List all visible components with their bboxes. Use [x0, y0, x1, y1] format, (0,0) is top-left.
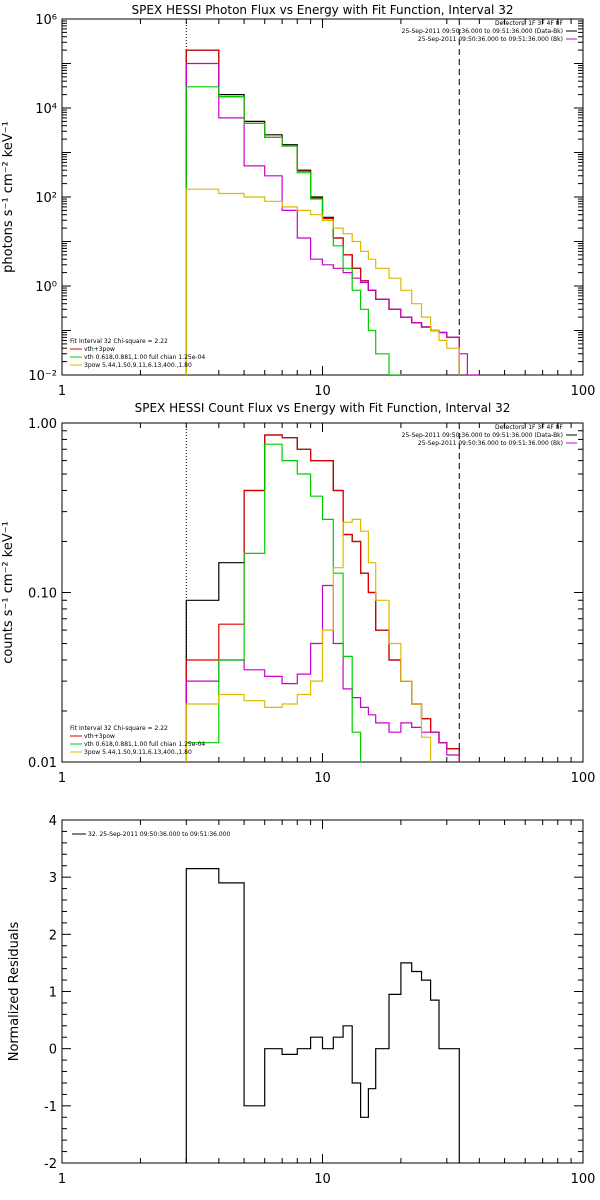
legend-bottom-left: Fit Interval 32 Chi-square = 2.22vth+3po… — [70, 725, 205, 756]
chart-panel-3: Normalized Residuals 1 10 100 -2 -1 0 1 2 3 4 32. 2… — [7, 814, 596, 1187]
x-tick-label: 100 — [571, 384, 596, 399]
y-tick-label: 1.00 — [28, 417, 57, 432]
series-5-line — [185, 518, 432, 762]
plot-area — [185, 49, 480, 375]
y-tick-label: 2 — [49, 928, 57, 943]
chart-panel-2: SPEX HESSI Count Flux vs Energy with Fit… — [1, 401, 596, 786]
y-tick-label: 10⁶ — [35, 13, 57, 28]
plot-area — [185, 434, 460, 762]
series-5-line — [185, 188, 460, 375]
legend-entry: 32. 25-Sep-2011 09:50:36.000 to 09:51:36… — [88, 831, 231, 838]
legend-entry: vth 0.618,0.881,1.00 full chian 1.25e-04 — [84, 354, 205, 361]
legend-entry: vth+3pow — [84, 346, 115, 353]
y-tick-label: 10² — [35, 191, 57, 206]
y-tick-label: 4 — [49, 814, 57, 829]
plot-frame — [61, 819, 584, 1164]
legend-entry: Fit Interval 32 Chi-square = 2.22 — [70, 338, 168, 345]
legend-entry: Fit Interval 32 Chi-square = 2.22 — [70, 725, 168, 732]
x-tick-label: 10 — [314, 1172, 331, 1187]
series-4-line — [185, 443, 362, 762]
y-tick-label: 0.01 — [28, 756, 57, 771]
legend-entry: 25-Sep-2011 09:50:36.000 to 09:51:36.000… — [402, 432, 563, 439]
legend-bottom-left: Fit Interval 32 Chi-square = 2.22vth+3po… — [70, 338, 205, 369]
legend-entry: Detectors: 1F 3F 4F 8F — [495, 424, 564, 431]
x-tick-label: 1 — [58, 771, 66, 786]
legend-entry: 3pow 5.44,1.50,9.11,6.13,400.,1.80 — [84, 362, 192, 369]
x-tick-label: 100 — [571, 1172, 596, 1187]
chart-title: SPEX HESSI Photon Flux vs Energy with Fi… — [132, 3, 514, 17]
y-axis-label: photons s⁻¹ cm⁻² keV⁻¹ — [1, 121, 16, 273]
y-axis-label: counts s⁻¹ cm⁻² keV⁻¹ — [1, 521, 16, 664]
x-tick-label: 1 — [58, 1172, 66, 1187]
plot-area — [185, 868, 460, 1163]
x-tick-label: 10 — [314, 771, 331, 786]
series-3-line — [185, 62, 480, 375]
y-tick-label: -2 — [44, 1157, 57, 1172]
x-tick-label: 10 — [314, 384, 331, 399]
legend-entry: 25-Sep-2011 09:50:36.000 to 09:51:36.000… — [418, 36, 563, 43]
chart-panel-1: SPEX HESSI Photon Flux vs Energy with Fi… — [1, 3, 595, 399]
y-tick-label: 10⁴ — [35, 102, 57, 117]
series-2-line — [185, 434, 460, 762]
legend-entry: vth+3pow — [84, 733, 115, 740]
y-tick-label: 0 — [49, 1043, 57, 1058]
legend-entry: Detectors: 1F 3F 4F 8F — [495, 20, 564, 27]
legend-top-left: 32. 25-Sep-2011 09:50:36.000 to 09:51:36… — [72, 831, 231, 838]
legend-entry: 25-Sep-2011 09:50:36.000 to 09:51:36.000… — [402, 28, 563, 35]
legend-entry: vth 0.618,0.881,1.00 full chian 1.25e-04 — [84, 741, 205, 748]
y-tick-label: 0.10 — [28, 587, 57, 602]
x-tick-label: 100 — [571, 771, 596, 786]
series-1-line — [185, 868, 460, 1163]
y-tick-label: -1 — [44, 1100, 57, 1115]
y-tick-label: 3 — [49, 871, 57, 886]
y-axis-label: Normalized Residuals — [7, 922, 22, 1062]
y-tick-label: 10⁰ — [35, 280, 57, 295]
x-tick-label: 1 — [58, 384, 66, 399]
legend-entry: 25-Sep-2011 09:50:36.000 to 09:51:36.000… — [418, 440, 563, 447]
legend-entry: 3pow 5.44,1.50,9.11,6.13,400.,1.80 — [84, 749, 192, 756]
y-tick-label: 10⁻² — [28, 369, 57, 384]
chart-title: SPEX HESSI Count Flux vs Energy with Fit… — [135, 401, 511, 415]
y-tick-label: 1 — [49, 986, 57, 1001]
